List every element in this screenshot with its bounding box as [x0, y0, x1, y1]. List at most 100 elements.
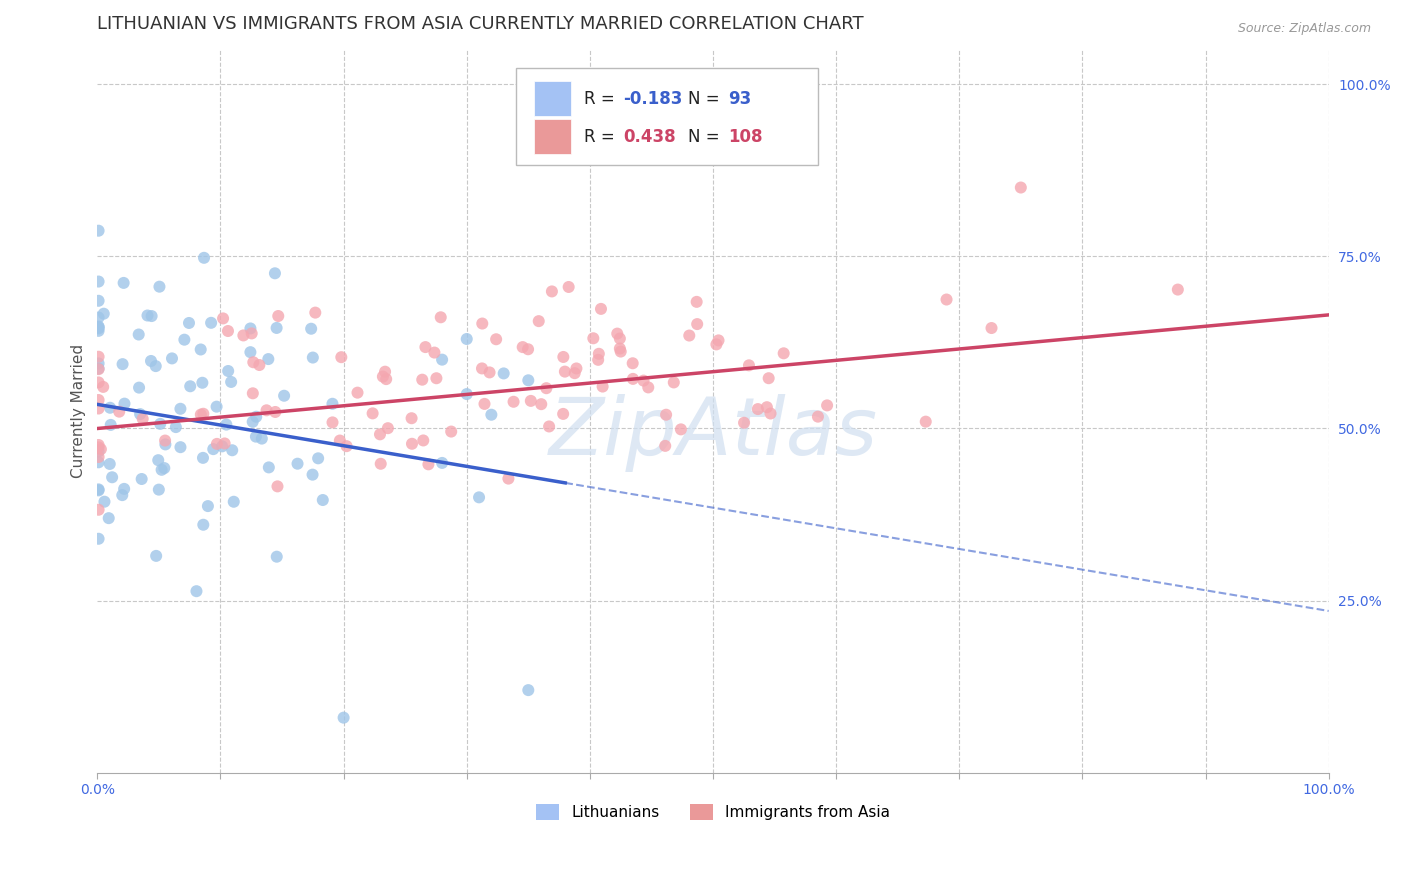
Point: [87, 350, 110, 364]
Point: [553, 350, 575, 364]
Point: [87, 532, 110, 546]
Text: -0.183: -0.183: [623, 89, 682, 108]
Point: [517, 373, 540, 387]
Text: LITHUANIAN VS IMMIGRANTS FROM ASIA CURRENTLY MARRIED CORRELATION CHART: LITHUANIAN VS IMMIGRANTS FROM ASIA CURRE…: [97, 15, 863, 33]
Point: [87, 450, 110, 464]
Point: [536, 381, 558, 395]
Point: [557, 280, 579, 294]
Point: [148, 453, 170, 467]
Point: [332, 711, 354, 725]
Point: [582, 331, 605, 345]
Point: [554, 365, 576, 379]
Point: [565, 361, 588, 376]
Point: [87, 455, 110, 469]
Point: [87, 293, 110, 308]
Point: [131, 472, 153, 486]
Point: [321, 416, 343, 430]
Point: [242, 415, 264, 429]
Point: [165, 420, 187, 434]
Text: 108: 108: [728, 128, 762, 145]
Point: [222, 495, 245, 509]
Point: [131, 412, 153, 426]
Point: [530, 397, 553, 411]
Point: [242, 355, 264, 369]
Point: [479, 408, 502, 422]
Point: [87, 392, 110, 407]
Point: [371, 369, 394, 384]
Point: [87, 275, 110, 289]
Point: [200, 316, 222, 330]
Point: [662, 376, 685, 390]
Point: [160, 351, 183, 366]
Point: [87, 319, 110, 334]
Text: N =: N =: [689, 128, 725, 145]
Point: [267, 309, 290, 323]
Point: [155, 437, 177, 451]
Point: [169, 440, 191, 454]
Point: [215, 417, 238, 432]
Point: [527, 314, 550, 328]
Point: [101, 470, 124, 484]
Point: [733, 416, 755, 430]
Point: [112, 482, 135, 496]
Point: [247, 358, 270, 372]
Point: [654, 439, 676, 453]
Point: [588, 347, 610, 361]
Point: [114, 397, 136, 411]
Point: [217, 324, 239, 338]
Point: [186, 584, 208, 599]
Point: [87, 376, 110, 390]
Point: [621, 372, 644, 386]
Point: [191, 376, 214, 390]
Point: [87, 321, 110, 335]
Point: [456, 387, 478, 401]
Point: [177, 316, 200, 330]
Point: [361, 406, 384, 420]
Point: [329, 434, 352, 448]
Point: [1010, 180, 1032, 194]
Point: [128, 381, 150, 395]
Point: [87, 356, 110, 370]
Point: [541, 285, 564, 299]
Point: [149, 417, 172, 431]
Point: [498, 472, 520, 486]
Point: [553, 407, 575, 421]
Point: [415, 340, 437, 354]
Point: [250, 432, 273, 446]
Point: [193, 251, 215, 265]
Point: [492, 367, 515, 381]
Point: [747, 402, 769, 417]
Point: [108, 404, 131, 418]
Point: [245, 409, 267, 424]
Point: [87, 224, 110, 238]
FancyBboxPatch shape: [534, 81, 571, 116]
Point: [245, 429, 267, 443]
Point: [93, 494, 115, 508]
Point: [655, 408, 678, 422]
Y-axis label: Currently Married: Currently Married: [72, 344, 86, 478]
Point: [807, 409, 830, 424]
Text: N =: N =: [689, 89, 725, 108]
Point: [87, 324, 110, 338]
Point: [129, 407, 152, 421]
Point: [440, 425, 463, 439]
Point: [304, 305, 326, 319]
Point: [374, 365, 396, 379]
Point: [266, 479, 288, 493]
Legend: Lithuanians, Immigrants from Asia: Lithuanians, Immigrants from Asia: [530, 798, 896, 827]
Point: [471, 361, 494, 376]
FancyBboxPatch shape: [516, 68, 818, 166]
Text: ZipAtlas: ZipAtlas: [548, 394, 877, 472]
Point: [538, 419, 561, 434]
Point: [669, 422, 692, 436]
Point: [87, 362, 110, 376]
Point: [205, 400, 228, 414]
Point: [98, 457, 121, 471]
Point: [301, 467, 323, 482]
Point: [190, 408, 212, 422]
Point: [197, 499, 219, 513]
Point: [148, 483, 170, 497]
Point: [637, 380, 659, 394]
Point: [97, 511, 120, 525]
Point: [205, 437, 228, 451]
